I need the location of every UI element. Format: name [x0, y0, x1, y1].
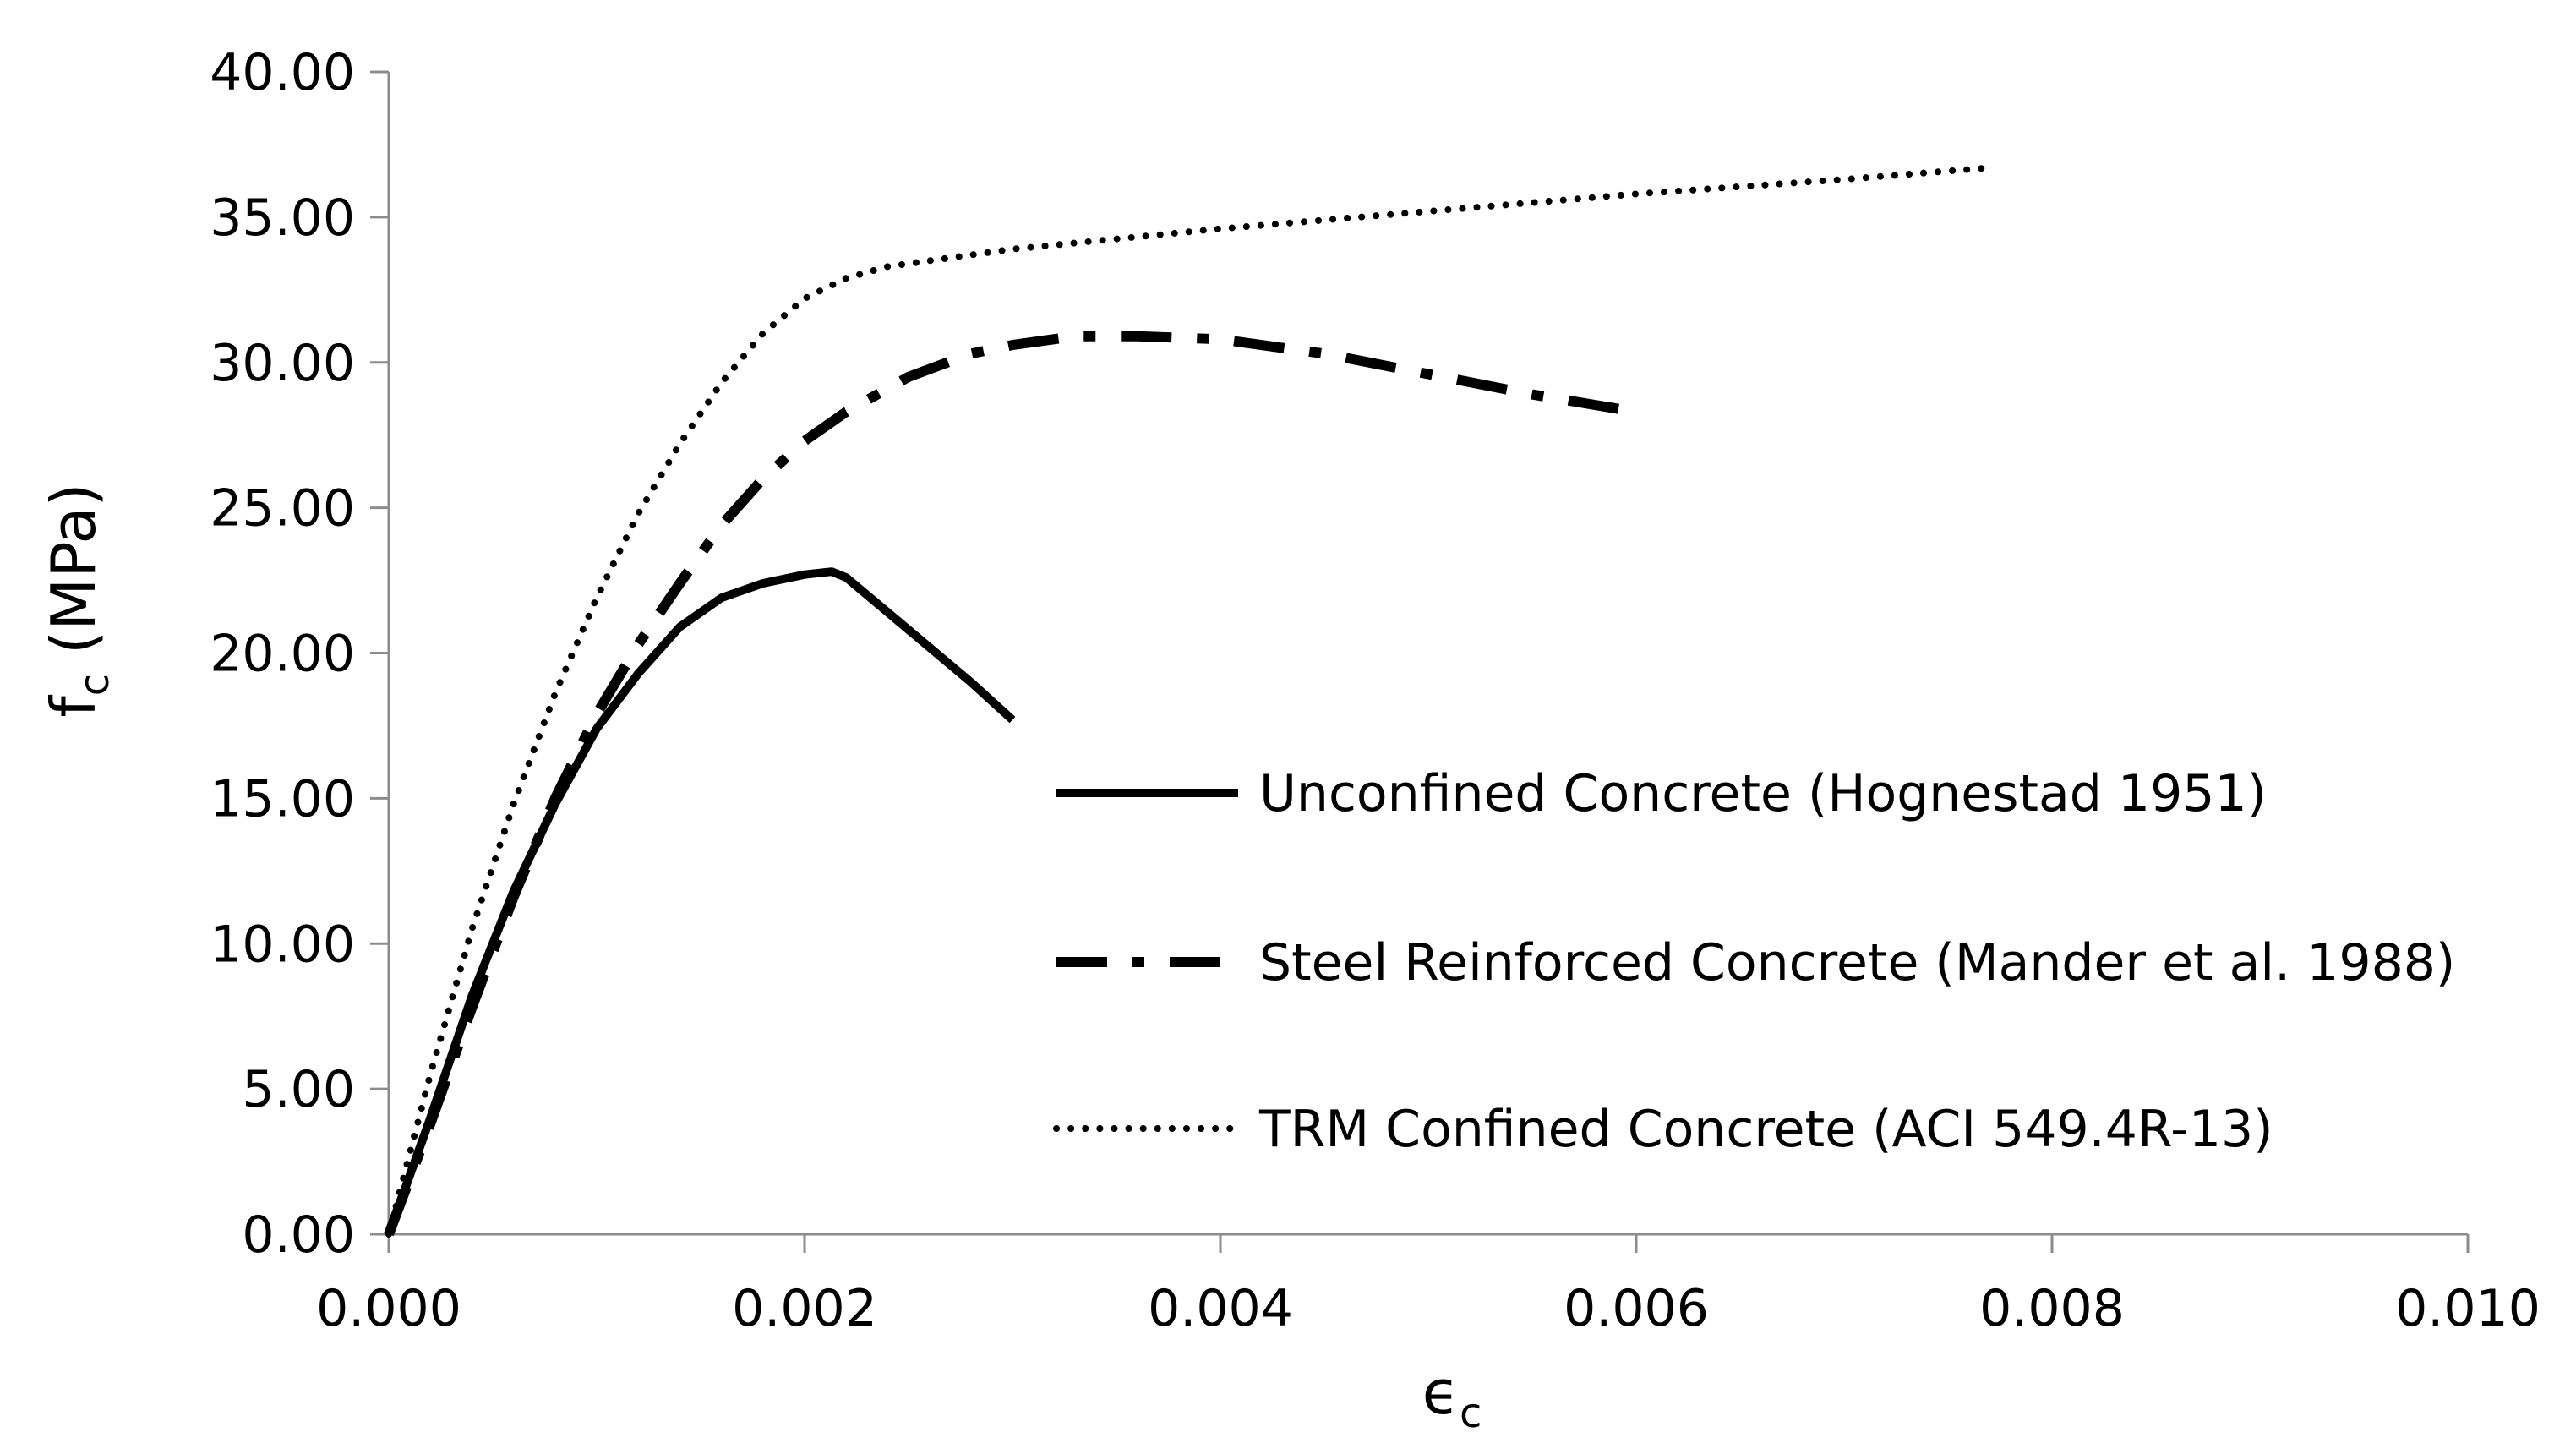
legend-label: Unconfined Concrete (Hognestad 1951): [1259, 764, 2267, 823]
legend-label: Steel Reinforced Concrete (Mander et al.…: [1259, 933, 2455, 992]
series-layer: [384, 164, 1994, 1238]
y-tick-label: 25.00: [210, 479, 355, 538]
x-tick-label: 0.004: [1148, 1279, 1293, 1338]
series-line-dotted: [385, 164, 1994, 1238]
y-tick-label: 20.00: [210, 625, 355, 684]
y-tick-label: 0.00: [242, 1205, 355, 1265]
y-tick-label: 40.00: [210, 43, 355, 102]
series-line-dashdot: [384, 331, 1637, 1237]
x-axis: 0.000 0.002 0.004 0.006 0.008 0.010: [316, 1233, 2541, 1338]
y-tick-label: 30.00: [210, 334, 355, 393]
y-tick-label: 35.00: [210, 189, 355, 248]
x-tick-label: 0.002: [732, 1279, 877, 1338]
legend: Unconfined Concrete (Hognestad 1951) Stee…: [1053, 764, 2455, 1159]
y-tick-label: 15.00: [210, 769, 355, 828]
y-axis-title: fc (MPa): [38, 483, 118, 717]
y-axis: 0.00 5.00 10.00 15.00 20.00 25.00 30.00 35.00 40…: [210, 43, 390, 1265]
y-tick-label: 10.00: [210, 915, 355, 974]
x-tick-label: 0.008: [1979, 1279, 2125, 1338]
x-tick-label: 0.000: [316, 1279, 461, 1338]
x-tick-label: 0.006: [1564, 1279, 1709, 1338]
x-axis-title: ϵc: [1422, 1357, 1482, 1437]
y-tick-label: 5.00: [242, 1060, 355, 1119]
legend-label: TRM Confined Concrete (ACI 549.4R-13): [1258, 1100, 2273, 1159]
x-tick-label: 0.010: [2395, 1279, 2541, 1338]
